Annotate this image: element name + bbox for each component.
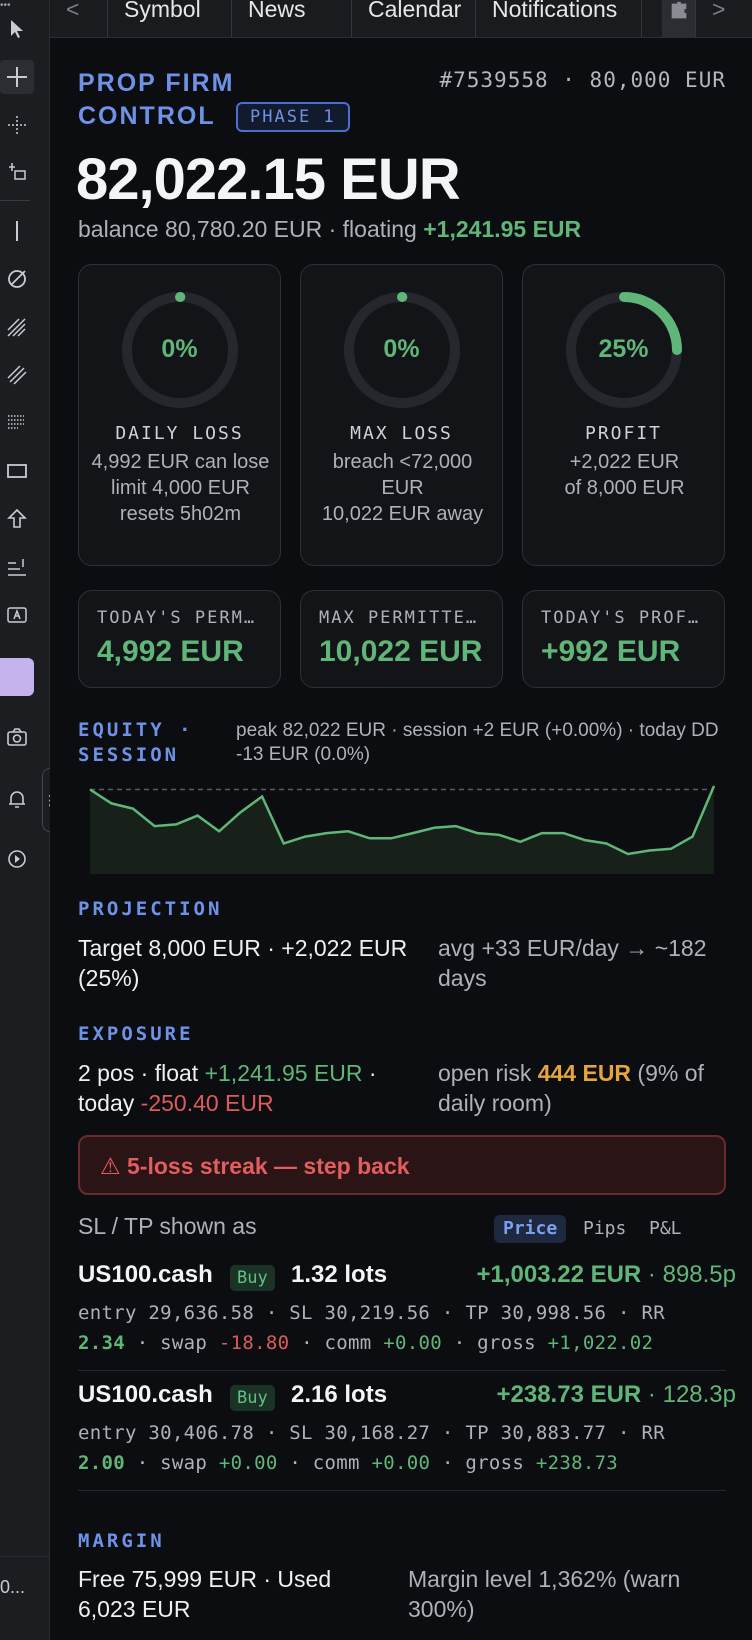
side-badge: Buy [230, 1385, 275, 1411]
max-loss-label: MAX LOSS [350, 423, 453, 444]
max-permitted-loss-card: MAX PERMITTED LOSS 10,022 EUR [300, 590, 503, 688]
trend-line-icon[interactable] [0, 214, 34, 248]
position-lots: 2.16 lots [291, 1381, 388, 1408]
position-row[interactable]: US100.cash Buy 1.32 lots +1,003.22 EUR ·… [78, 1261, 736, 1295]
account-info: #7539558 · 80,000 EUR [439, 68, 726, 92]
tabs-forward-icon[interactable]: > [712, 0, 726, 22]
tab-notifications[interactable]: Notifications [476, 0, 642, 38]
profit-pct: 25% [598, 335, 649, 363]
todays-permitted-loss-card: TODAY'S PERMITTED LOSS 4,992 EUR [78, 590, 281, 688]
today-value: -250.40 EUR [140, 1090, 274, 1116]
stat-value: +992 EUR [541, 635, 681, 668]
tab-symbol[interactable]: Symbol [108, 0, 232, 38]
daily-loss-label: DAILY LOSS [115, 423, 244, 444]
profit-card: 25% PROFIT +2,022 EUR of 8,000 EUR [522, 264, 725, 566]
equity-sparkline [89, 785, 716, 874]
position-details: entry 29,636.58 · SL 30,219.56 · TP 30,9… [78, 1302, 665, 1354]
alert-bell-icon[interactable] [0, 782, 34, 816]
fib-icon[interactable] [0, 310, 34, 344]
measure-icon[interactable] [0, 550, 34, 584]
parallel-channel-icon[interactable] [0, 358, 34, 392]
top-tab-bar: < Symbol News Calendar Notifications > [50, 0, 752, 38]
margin-level: Margin level 1,362% (warn 300%) [408, 1566, 681, 1622]
equity-session-title: EQUITY · SESSION [78, 719, 194, 766]
sltp-option-price[interactable]: Price [494, 1215, 567, 1243]
todays-profit-card: TODAY'S PROFIT +992 EUR [522, 590, 725, 688]
drawing-toolbar: ••• ⋮ 0... [0, 0, 58, 1640]
max-loss-gauge [344, 292, 460, 408]
daily-loss-desc: 4,992 EUR can lose limit 4,000 EUR reset… [91, 451, 270, 525]
arrow-up-icon[interactable] [0, 502, 34, 536]
sparkline-line [89, 785, 716, 856]
text-box-icon[interactable] [0, 598, 34, 632]
loss-streak-alert: ⚠ 5-loss streak — step back [78, 1135, 726, 1195]
more-dots-icon: ••• [0, 0, 11, 11]
tab-calendar[interactable]: Calendar [352, 0, 476, 38]
exposure-summary: 2 pos · float +1,241.95 EUR · today -250… [78, 1060, 377, 1116]
sparkline-area [90, 786, 714, 874]
position-symbol: US100.cash [78, 1381, 213, 1408]
position-pnl: +1,003.22 EUR · 898.5p [476, 1261, 736, 1288]
position-row[interactable]: US100.cash Buy 2.16 lots +238.73 EUR · 1… [78, 1381, 736, 1415]
projection-title: PROJECTION [78, 898, 223, 920]
max-loss-pct: 0% [383, 335, 420, 363]
floating-value: +1,241.95 EUR [423, 216, 582, 242]
exposure-title: EXPOSURE [78, 1023, 194, 1045]
position-pnl: +238.73 EUR · 128.3p [496, 1381, 737, 1408]
rectangle-icon[interactable] [0, 454, 34, 488]
daily-loss-gauge [122, 292, 238, 408]
divider [78, 1370, 726, 1371]
prop-firm-panel: PROP FIRM CONTROL PHASE 1 #7539558 · 80,… [50, 38, 752, 1640]
side-badge: Buy [230, 1265, 275, 1291]
float-value: +1,241.95 EUR [204, 1060, 363, 1086]
stat-label: TODAY'S PROFIT [541, 608, 710, 628]
stat-label: MAX PERMITTED LOSS [319, 608, 488, 628]
projection-target: Target 8,000 EUR · +2,022 EUR (25%) [78, 935, 408, 991]
open-risk: open risk 444 EUR (9% of daily room) [438, 1060, 704, 1116]
risk-value: 444 EUR [537, 1060, 632, 1086]
camera-icon[interactable] [0, 720, 34, 754]
box-cross-icon[interactable] [0, 154, 34, 188]
divider [78, 1490, 726, 1491]
profit-gauge [566, 292, 682, 408]
grid-pattern-icon[interactable] [0, 406, 34, 440]
dot-cross-icon[interactable] [0, 108, 34, 142]
equity-value: 82,022.15 EUR [76, 147, 461, 212]
profit-desc: +2,022 EUR of 8,000 EUR [564, 451, 685, 499]
balance-line: balance 80,780.20 EUR · floating +1,241.… [78, 216, 582, 242]
rail-bottom-label: 0... [0, 1556, 50, 1626]
crosshair-icon[interactable] [0, 60, 34, 94]
tabs-back-icon[interactable]: < [50, 0, 108, 38]
sltp-option-pnl[interactable]: P&L [649, 1218, 682, 1239]
margin-free-used: Free 75,999 EUR · Used 6,023 EUR [78, 1566, 332, 1622]
color-swatch[interactable] [0, 658, 34, 696]
warning-icon: ⚠ [100, 1153, 128, 1179]
replay-icon[interactable] [0, 842, 34, 876]
cursor-arrow-icon[interactable] [0, 12, 34, 46]
phase-badge: PHASE 1 [236, 102, 350, 132]
position-lots: 1.32 lots [291, 1261, 388, 1288]
tab-news[interactable]: News [232, 0, 352, 38]
daily-loss-pct: 0% [161, 335, 198, 363]
projection-avg: avg +33 EUR/day → ~182 days [438, 935, 707, 991]
max-loss-card: 0% MAX LOSS breach <72,000 EUR 10,022 EU… [300, 264, 503, 566]
profit-label: PROFIT [584, 423, 663, 444]
sltp-option-pips[interactable]: Pips [583, 1218, 627, 1239]
circle-slash-icon[interactable] [0, 262, 34, 296]
position-symbol: US100.cash [78, 1261, 213, 1288]
panel-title: PROP FIRM CONTROL [78, 69, 235, 130]
position-details: entry 30,406.78 · SL 30,168.27 · TP 30,8… [78, 1422, 665, 1474]
sltp-label: SL / TP shown as [78, 1213, 257, 1239]
daily-loss-card: 0% DAILY LOSS 4,992 EUR can lose limit 4… [78, 264, 281, 566]
stat-label: TODAY'S PERMITTED LOSS [97, 608, 266, 628]
equity-session-desc: peak 82,022 EUR · session +2 EUR (+0.00%… [236, 720, 719, 765]
stat-value: 10,022 EUR [319, 635, 483, 668]
margin-title: MARGIN [78, 1530, 165, 1552]
max-loss-desc: breach <72,000 EUR 10,022 EUR away [321, 451, 484, 525]
puzzle-icon[interactable] [662, 0, 696, 38]
stat-value: 4,992 EUR [97, 635, 244, 668]
